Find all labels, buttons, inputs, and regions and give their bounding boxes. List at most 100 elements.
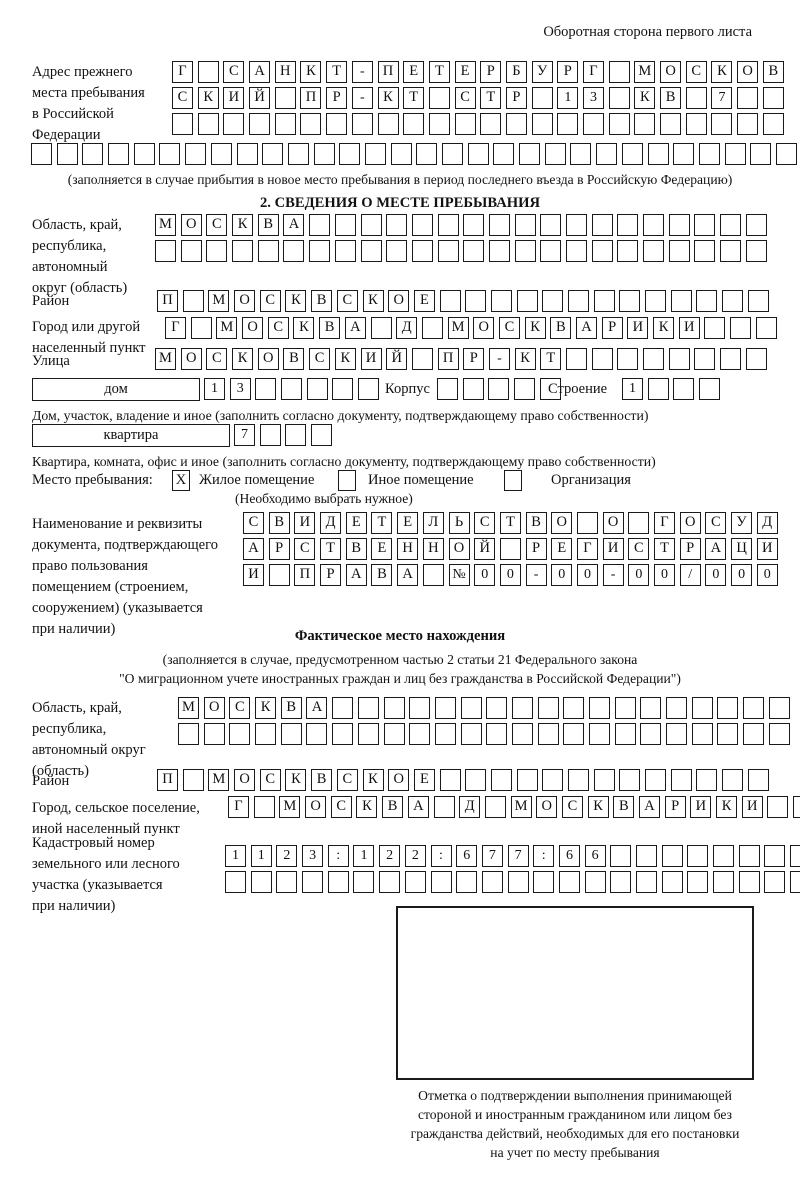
form-cell[interactable]: Г — [165, 317, 186, 339]
form-cell[interactable] — [190, 317, 212, 339]
form-cell[interactable] — [645, 769, 667, 791]
form-cell[interactable]: Г — [576, 538, 598, 560]
form-cell[interactable]: Е — [551, 538, 573, 560]
form-cell[interactable] — [370, 317, 392, 339]
form-cell[interactable]: С — [628, 538, 650, 560]
form-cell[interactable]: Л — [422, 512, 444, 534]
form-cell[interactable] — [745, 240, 767, 262]
form-cell[interactable]: О — [242, 317, 264, 339]
form-cell[interactable] — [433, 796, 455, 818]
form-cell[interactable] — [383, 723, 405, 745]
form-cell[interactable] — [416, 143, 438, 165]
prev-address-row-3[interactable] — [172, 113, 789, 135]
form-cell[interactable]: К — [356, 796, 378, 818]
form-cell[interactable]: 3 — [302, 845, 324, 867]
form-cell[interactable]: К — [300, 61, 322, 83]
form-cell[interactable] — [287, 143, 309, 165]
form-cell[interactable]: К — [711, 61, 733, 83]
form-cell[interactable] — [666, 697, 688, 719]
form-cell[interactable]: С — [454, 87, 476, 109]
form-cell[interactable]: 0 — [731, 564, 753, 586]
form-cell[interactable]: М — [208, 769, 230, 791]
form-cell[interactable]: 1 — [353, 845, 375, 867]
form-cell[interactable] — [593, 769, 615, 791]
form-cell[interactable]: Н — [397, 538, 419, 560]
form-cell[interactable]: И — [223, 87, 245, 109]
form-cell[interactable] — [722, 769, 744, 791]
form-cell[interactable] — [617, 214, 639, 236]
form-cell[interactable]: У — [531, 61, 553, 83]
form-cell[interactable] — [404, 871, 426, 893]
form-cell[interactable]: С — [336, 769, 358, 791]
form-cell[interactable] — [511, 723, 533, 745]
form-cell[interactable]: А — [283, 214, 305, 236]
form-cell[interactable] — [82, 143, 104, 165]
form-cell[interactable]: И — [690, 796, 712, 818]
form-cell[interactable] — [643, 214, 665, 236]
form-cell[interactable] — [360, 214, 382, 236]
form-cell[interactable] — [531, 87, 553, 109]
form-cell[interactable] — [745, 348, 767, 370]
form-cell[interactable]: К — [653, 317, 675, 339]
form-cell[interactable] — [180, 240, 202, 262]
form-cell[interactable] — [480, 113, 502, 135]
form-cell[interactable]: В — [283, 348, 305, 370]
form-cell[interactable] — [685, 87, 707, 109]
form-cell[interactable]: О — [679, 512, 701, 534]
form-cell[interactable] — [481, 871, 503, 893]
form-cell[interactable] — [608, 113, 630, 135]
form-cell[interactable] — [790, 871, 800, 893]
form-cell[interactable]: С — [206, 348, 228, 370]
form-cell[interactable] — [737, 113, 759, 135]
form-cell[interactable]: К — [334, 348, 356, 370]
form-cell[interactable] — [570, 143, 592, 165]
form-cell[interactable] — [383, 697, 405, 719]
form-cell[interactable] — [596, 143, 618, 165]
form-cell[interactable]: - — [351, 61, 373, 83]
form-cell[interactable]: В — [268, 512, 290, 534]
form-cell[interactable] — [670, 769, 692, 791]
form-cell[interactable]: О — [203, 697, 225, 719]
form-cell[interactable]: Т — [428, 61, 450, 83]
form-cell[interactable] — [257, 240, 279, 262]
form-cell[interactable]: 2 — [379, 845, 401, 867]
form-cell[interactable] — [439, 290, 461, 312]
form-cell[interactable] — [576, 512, 598, 534]
form-cell[interactable]: А — [306, 697, 328, 719]
form-cell[interactable] — [668, 214, 690, 236]
form-cell[interactable] — [790, 845, 800, 867]
form-cell[interactable]: 6 — [584, 845, 606, 867]
form-cell[interactable]: В — [382, 796, 404, 818]
form-cell[interactable]: И — [360, 348, 382, 370]
form-cell[interactable] — [437, 378, 458, 400]
form-cell[interactable] — [610, 871, 632, 893]
form-cell[interactable]: С — [336, 290, 358, 312]
form-cell[interactable]: Й — [474, 538, 496, 560]
form-cell[interactable] — [488, 378, 510, 400]
form-cell[interactable] — [274, 87, 296, 109]
form-cell[interactable]: А — [407, 796, 429, 818]
form-cell[interactable]: И — [602, 538, 624, 560]
form-cell[interactable]: Н — [422, 538, 444, 560]
form-cell[interactable] — [276, 871, 298, 893]
form-cell[interactable] — [514, 214, 536, 236]
form-cell[interactable]: В — [345, 538, 367, 560]
form-cell[interactable] — [229, 723, 251, 745]
form-cell[interactable] — [563, 697, 585, 719]
form-cell[interactable] — [411, 348, 433, 370]
form-cell[interactable] — [738, 871, 760, 893]
form-cell[interactable] — [516, 290, 538, 312]
form-cell[interactable]: С — [561, 796, 583, 818]
form-cell[interactable] — [326, 113, 348, 135]
form-cell[interactable]: М — [155, 348, 176, 370]
form-cell[interactable]: Д — [396, 317, 418, 339]
form-cell[interactable]: В — [311, 290, 333, 312]
form-cell[interactable] — [568, 290, 589, 312]
form-cell[interactable]: М — [279, 796, 301, 818]
form-cell[interactable] — [713, 871, 735, 893]
form-cell[interactable] — [334, 240, 356, 262]
form-cell[interactable] — [670, 290, 692, 312]
form-cell[interactable] — [730, 317, 752, 339]
